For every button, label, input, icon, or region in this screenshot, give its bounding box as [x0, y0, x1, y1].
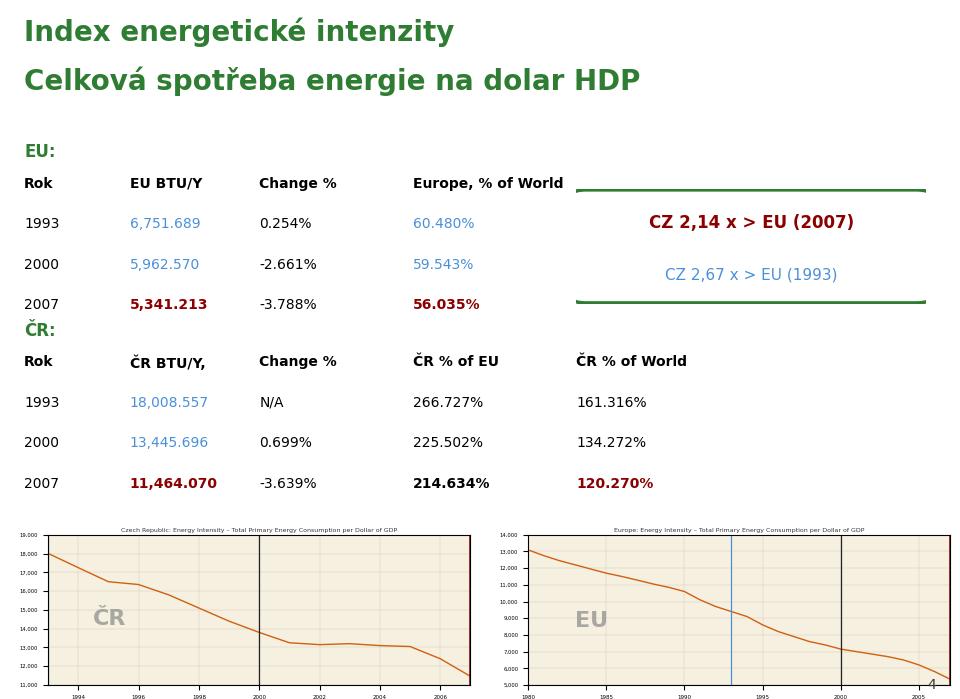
Text: 11,464.070: 11,464.070 — [130, 477, 218, 491]
Text: ČR:: ČR: — [24, 322, 56, 340]
Text: N/A: N/A — [259, 396, 284, 410]
Text: ČR: ČR — [93, 609, 127, 629]
Title: Europe: Energy Intensity – Total Primary Energy Consumption per Dollar of GDP: Europe: Energy Intensity – Total Primary… — [614, 528, 864, 533]
Text: 5,962.570: 5,962.570 — [130, 258, 200, 272]
Text: 134.272%: 134.272% — [576, 436, 646, 450]
Text: 225.502%: 225.502% — [413, 436, 483, 450]
Text: 161.316%: 161.316% — [576, 396, 647, 410]
Text: 2007: 2007 — [24, 298, 59, 312]
Text: ČR BTU/Y,: ČR BTU/Y, — [130, 355, 205, 370]
Text: 2000: 2000 — [24, 436, 59, 450]
Text: Change %: Change % — [259, 177, 337, 191]
Text: 2000: 2000 — [24, 258, 59, 272]
Text: 4: 4 — [927, 678, 936, 692]
Text: EU:: EU: — [24, 143, 56, 161]
Text: 2007: 2007 — [24, 477, 59, 491]
Text: 56.035%: 56.035% — [413, 298, 480, 312]
FancyBboxPatch shape — [572, 190, 930, 303]
Text: 59.543%: 59.543% — [413, 258, 474, 272]
Text: Celková spotřeba energie na dolar HDP: Celková spotřeba energie na dolar HDP — [24, 66, 640, 96]
Text: 6,751.689: 6,751.689 — [130, 217, 201, 231]
Text: Index energetické intenzity: Index energetické intenzity — [24, 17, 454, 47]
Text: EU BTU/Y: EU BTU/Y — [130, 177, 202, 191]
Text: 214.634%: 214.634% — [413, 477, 491, 491]
Text: 0.699%: 0.699% — [259, 436, 312, 450]
Text: 120.270%: 120.270% — [576, 477, 654, 491]
Text: ČR % of World: ČR % of World — [576, 355, 687, 369]
Text: 5,341.213: 5,341.213 — [130, 298, 208, 312]
Title: Czech Republic: Energy Intensity – Total Primary Energy Consumption per Dollar o: Czech Republic: Energy Intensity – Total… — [121, 528, 397, 533]
Text: EU: EU — [575, 610, 608, 630]
Text: -2.661%: -2.661% — [259, 258, 317, 272]
Text: Change %: Change % — [259, 355, 337, 369]
Text: Rok: Rok — [24, 355, 54, 369]
Text: ČR % of EU: ČR % of EU — [413, 355, 499, 369]
Text: 1993: 1993 — [24, 217, 60, 231]
Text: 0.254%: 0.254% — [259, 217, 312, 231]
Text: 18,008.557: 18,008.557 — [130, 396, 208, 410]
Text: Rok: Rok — [24, 177, 54, 191]
Text: -3.639%: -3.639% — [259, 477, 317, 491]
Text: Europe, % of World: Europe, % of World — [413, 177, 564, 191]
Text: 13,445.696: 13,445.696 — [130, 436, 209, 450]
Text: CZ 2,67 x > EU (1993): CZ 2,67 x > EU (1993) — [665, 268, 837, 282]
Text: 60.480%: 60.480% — [413, 217, 474, 231]
Text: CZ 2,14 x > EU (2007): CZ 2,14 x > EU (2007) — [649, 215, 853, 232]
Text: -3.788%: -3.788% — [259, 298, 317, 312]
Text: 1993: 1993 — [24, 396, 60, 410]
Text: 266.727%: 266.727% — [413, 396, 483, 410]
